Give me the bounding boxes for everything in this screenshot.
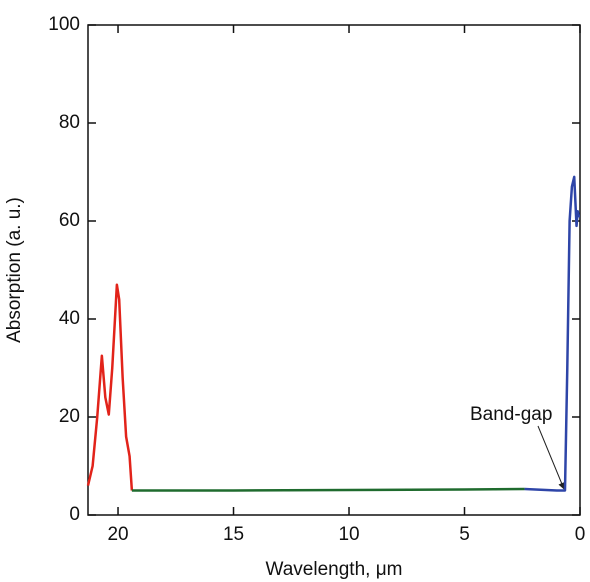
y-tick-label: 0 bbox=[69, 504, 80, 525]
series-line bbox=[86, 283, 134, 491]
series-line bbox=[524, 175, 581, 492]
y-axis-label: Absorption (a. u.) bbox=[4, 197, 25, 343]
x-tick-label: 5 bbox=[459, 524, 470, 545]
annotation: Band-gap bbox=[470, 404, 552, 425]
y-tick-label: 60 bbox=[59, 210, 80, 231]
annotation-arrow bbox=[537, 425, 565, 490]
x-tick-label: 15 bbox=[223, 524, 244, 545]
x-tick-label: 10 bbox=[338, 524, 359, 545]
plot-frame bbox=[87, 24, 581, 516]
y-tick-label: 100 bbox=[48, 14, 80, 35]
series-line bbox=[131, 487, 525, 492]
y-tick-label: 20 bbox=[59, 406, 80, 427]
x-axis-label: Wavelength, μm bbox=[266, 559, 403, 580]
x-tick-label: 20 bbox=[107, 524, 128, 545]
y-tick-label: 40 bbox=[59, 308, 80, 329]
y-tick-label: 80 bbox=[59, 112, 80, 133]
x-tick-label: 0 bbox=[575, 524, 586, 545]
